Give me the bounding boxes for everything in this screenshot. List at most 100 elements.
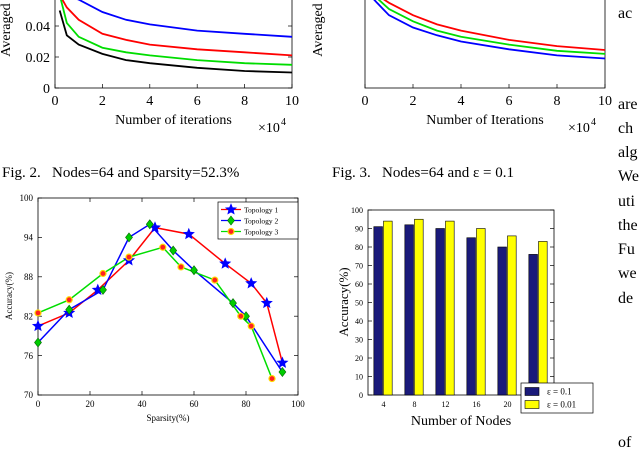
y-tick-label: 50 <box>355 298 363 307</box>
plot-frame <box>364 0 606 89</box>
series-line <box>373 0 606 60</box>
marker <box>245 277 258 289</box>
body-text-fragment: we <box>618 265 637 282</box>
x-axis-label: Number of Iterations <box>426 113 543 128</box>
marker <box>31 319 45 332</box>
x-tick-label: 10 <box>285 94 299 109</box>
y-tick-label: 0 <box>359 391 363 400</box>
x-tick-label: 100 <box>291 399 305 409</box>
y-axis-label: Averaged <box>311 3 326 56</box>
x-tick-label: 80 <box>242 399 252 409</box>
x-tick-label: 4 <box>382 400 386 409</box>
series-line <box>77 0 293 38</box>
x-axis-label: Sparsity(%) <box>147 413 190 423</box>
bar <box>445 220 455 396</box>
x-tick-label: 4 <box>458 94 465 109</box>
y-tick-label: 94 <box>24 233 34 243</box>
bar <box>538 241 548 396</box>
x-tick-label: 16 <box>473 400 481 409</box>
body-text-fragment: uti <box>618 193 635 210</box>
y-axis-label: Accuracy(%) <box>4 272 14 320</box>
plot-frame <box>54 0 293 89</box>
legend-swatch <box>524 387 540 396</box>
bar <box>404 224 414 396</box>
legend-swatch <box>524 400 540 409</box>
y-tick-label: 82 <box>24 311 33 321</box>
x-tick-label: 10 <box>598 94 612 109</box>
marker <box>159 243 167 251</box>
marker <box>268 374 276 383</box>
x-offset-base: ×10 <box>258 121 280 136</box>
marker <box>182 227 195 240</box>
marker <box>99 269 107 278</box>
marker <box>190 265 198 276</box>
figure-caption: Fig. 2. Nodes=64 and Sparsity=52.3% <box>2 165 239 181</box>
series-line <box>60 0 293 66</box>
x-tick-label: 2 <box>99 94 106 109</box>
y-tick-label: 20 <box>355 354 363 363</box>
x-tick-label: 12 <box>442 400 450 409</box>
marker <box>34 309 42 317</box>
y-tick-label: 0.06 <box>26 0 51 4</box>
x-offset-exponent: 4 <box>591 117 596 128</box>
legend-label: Topology 1 <box>244 206 279 215</box>
x-offset-exponent: 4 <box>281 117 286 128</box>
marker <box>219 257 232 269</box>
body-text-fragment: are <box>618 96 638 113</box>
body-text-fragment: ch <box>618 120 633 137</box>
y-tick-label: 40 <box>355 317 363 326</box>
marker <box>34 337 42 348</box>
y-tick-label: 88 <box>24 272 34 282</box>
x-axis-label: Number of Nodes <box>411 414 511 429</box>
x-tick-label: 6 <box>506 94 513 109</box>
plot-frame <box>367 209 555 396</box>
marker <box>247 322 255 330</box>
marker <box>177 263 185 271</box>
body-text-fragment: the <box>618 217 638 234</box>
series-line <box>61 0 293 57</box>
y-tick-label: 90 <box>355 224 363 233</box>
series-line <box>37 223 284 373</box>
y-tick-label: 0.04 <box>26 20 51 35</box>
x-tick-label: 60 <box>190 399 200 409</box>
marker <box>278 367 287 378</box>
marker <box>211 276 219 284</box>
y-tick-label: 100 <box>351 206 363 215</box>
y-axis-label: Accuracy(%) <box>336 267 351 336</box>
x-tick-label: 8 <box>241 94 248 109</box>
y-tick-label: 70 <box>355 261 363 270</box>
series-line <box>377 0 606 55</box>
legend-label: Topology 3 <box>244 228 279 237</box>
x-tick-label: 0 <box>36 399 41 409</box>
marker <box>145 219 154 230</box>
series-line <box>383 0 606 51</box>
bar <box>476 228 486 396</box>
x-tick-label: 6 <box>194 94 201 109</box>
x-tick-label: 8 <box>413 400 417 409</box>
x-tick-label: 20 <box>86 399 96 409</box>
body-text-fragment: ac <box>618 5 632 22</box>
x-tick-label: 4 <box>146 94 153 109</box>
x-tick-label: 0 <box>52 94 59 109</box>
bar <box>466 237 476 396</box>
chart: 0 10 20 30 40 50 60 70 80 90 100 Number of Nodes Acc… <box>336 206 594 429</box>
series-line <box>37 246 273 379</box>
marker <box>227 215 235 226</box>
bar <box>414 218 424 396</box>
marker <box>237 312 245 320</box>
y-tick-label: 60 <box>355 280 363 289</box>
bar <box>383 220 393 396</box>
chart: 70 76 82 88 94 100 0 20 40 60 80 100 Sparsity(%) Accu… <box>4 193 305 423</box>
y-tick-label: 0.02 <box>26 51 51 66</box>
marker <box>229 298 237 309</box>
x-tick-label: 0 <box>362 94 369 109</box>
x-offset-base: ×10 <box>568 121 590 136</box>
marker <box>125 232 133 243</box>
marker <box>65 304 74 315</box>
body-text-fragment: We <box>618 168 639 185</box>
legend-label: ε = 0.01 <box>547 400 576 410</box>
y-tick-label: 80 <box>355 243 363 252</box>
y-tick-label: 70 <box>24 390 34 400</box>
